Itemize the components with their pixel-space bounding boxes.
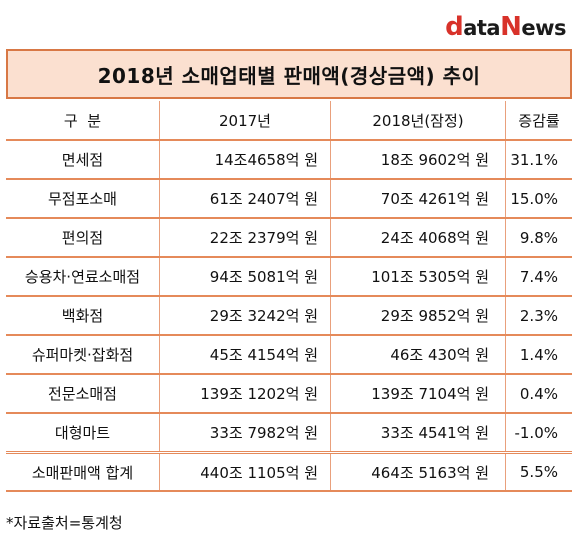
row-2018: 139조 7104억 원 bbox=[330, 374, 506, 414]
sales-table: 구 분 2017년 2018년(잠정) 증감률 면세점 14조4658억 원 1… bbox=[6, 101, 572, 492]
row-2017: 22조 2379억 원 bbox=[159, 218, 331, 258]
row-rate: 1.4% bbox=[505, 335, 572, 375]
source-note: *자료출처=통계청 bbox=[6, 514, 123, 532]
row-name: 승용차·연료소매점 bbox=[6, 257, 160, 297]
row-2018: 70조 4261억 원 bbox=[330, 179, 506, 219]
logo-letter-d: d bbox=[445, 12, 464, 42]
table-row: 승용차·연료소매점 94조 5081억 원 101조 5305억 원 7.4% bbox=[6, 257, 572, 297]
total-2018: 464조 5163억 원 bbox=[330, 451, 506, 492]
logo-letters-ata: ata bbox=[463, 16, 501, 40]
total-name: 소매판매액 합계 bbox=[6, 451, 160, 492]
total-rate: 5.5% bbox=[505, 451, 572, 492]
logo-letter-n: N bbox=[500, 12, 522, 42]
row-2017: 33조 7982억 원 bbox=[159, 413, 331, 454]
row-name: 편의점 bbox=[6, 218, 160, 258]
table-row: 슈퍼마켓·잡화점 45조 4154억 원 46조 430억 원 1.4% bbox=[6, 335, 572, 375]
row-rate: 31.1% bbox=[505, 140, 572, 180]
table-row: 편의점 22조 2379억 원 24조 4068억 원 9.8% bbox=[6, 218, 572, 258]
row-name: 전문소매점 bbox=[6, 374, 160, 414]
row-rate: 0.4% bbox=[505, 374, 572, 414]
row-2017: 14조4658억 원 bbox=[159, 140, 331, 180]
row-name: 백화점 bbox=[6, 296, 160, 336]
table-row: 전문소매점 139조 1202억 원 139조 7104억 원 0.4% bbox=[6, 374, 572, 414]
header-category: 구 분 bbox=[6, 101, 160, 141]
table-row: 면세점 14조4658억 원 18조 9602억 원 31.1% bbox=[6, 140, 572, 180]
row-rate: 7.4% bbox=[505, 257, 572, 297]
row-2017: 29조 3242억 원 bbox=[159, 296, 331, 336]
row-rate: 2.3% bbox=[505, 296, 572, 336]
table-header-row: 구 분 2017년 2018년(잠정) 증감률 bbox=[6, 101, 572, 141]
row-name: 슈퍼마켓·잡화점 bbox=[6, 335, 160, 375]
row-2018: 46조 430억 원 bbox=[330, 335, 506, 375]
row-2018: 29조 9852억 원 bbox=[330, 296, 506, 336]
row-2017: 94조 5081억 원 bbox=[159, 257, 331, 297]
row-2017: 45조 4154억 원 bbox=[159, 335, 331, 375]
header-rate: 증감률 bbox=[505, 101, 572, 141]
table-total-row: 소매판매액 합계 440조 1105억 원 464조 5163억 원 5.5% bbox=[6, 451, 572, 492]
row-name: 대형마트 bbox=[6, 413, 160, 454]
row-name: 무점포소매 bbox=[6, 179, 160, 219]
row-name: 면세점 bbox=[6, 140, 160, 180]
logo-letters-ews: ews bbox=[521, 16, 566, 40]
row-2017: 139조 1202억 원 bbox=[159, 374, 331, 414]
table-title: 2018년 소매업태별 판매액(경상금액) 추이 bbox=[6, 49, 572, 99]
row-2018: 101조 5305억 원 bbox=[330, 257, 506, 297]
row-2017: 61조 2407억 원 bbox=[159, 179, 331, 219]
row-rate: 15.0% bbox=[505, 179, 572, 219]
table-row: 무점포소매 61조 2407억 원 70조 4261억 원 15.0% bbox=[6, 179, 572, 219]
row-rate: 9.8% bbox=[505, 218, 572, 258]
header-2018: 2018년(잠정) bbox=[330, 101, 506, 141]
row-rate: -1.0% bbox=[505, 413, 572, 454]
row-2018: 33조 4541억 원 bbox=[330, 413, 506, 454]
row-2018: 18조 9602억 원 bbox=[330, 140, 506, 180]
row-2018: 24조 4068억 원 bbox=[330, 218, 506, 258]
header-2017: 2017년 bbox=[159, 101, 331, 141]
table-row: 대형마트 33조 7982억 원 33조 4541억 원 -1.0% bbox=[6, 413, 572, 454]
total-2017: 440조 1105억 원 bbox=[159, 451, 331, 492]
table-row: 백화점 29조 3242억 원 29조 9852억 원 2.3% bbox=[6, 296, 572, 336]
